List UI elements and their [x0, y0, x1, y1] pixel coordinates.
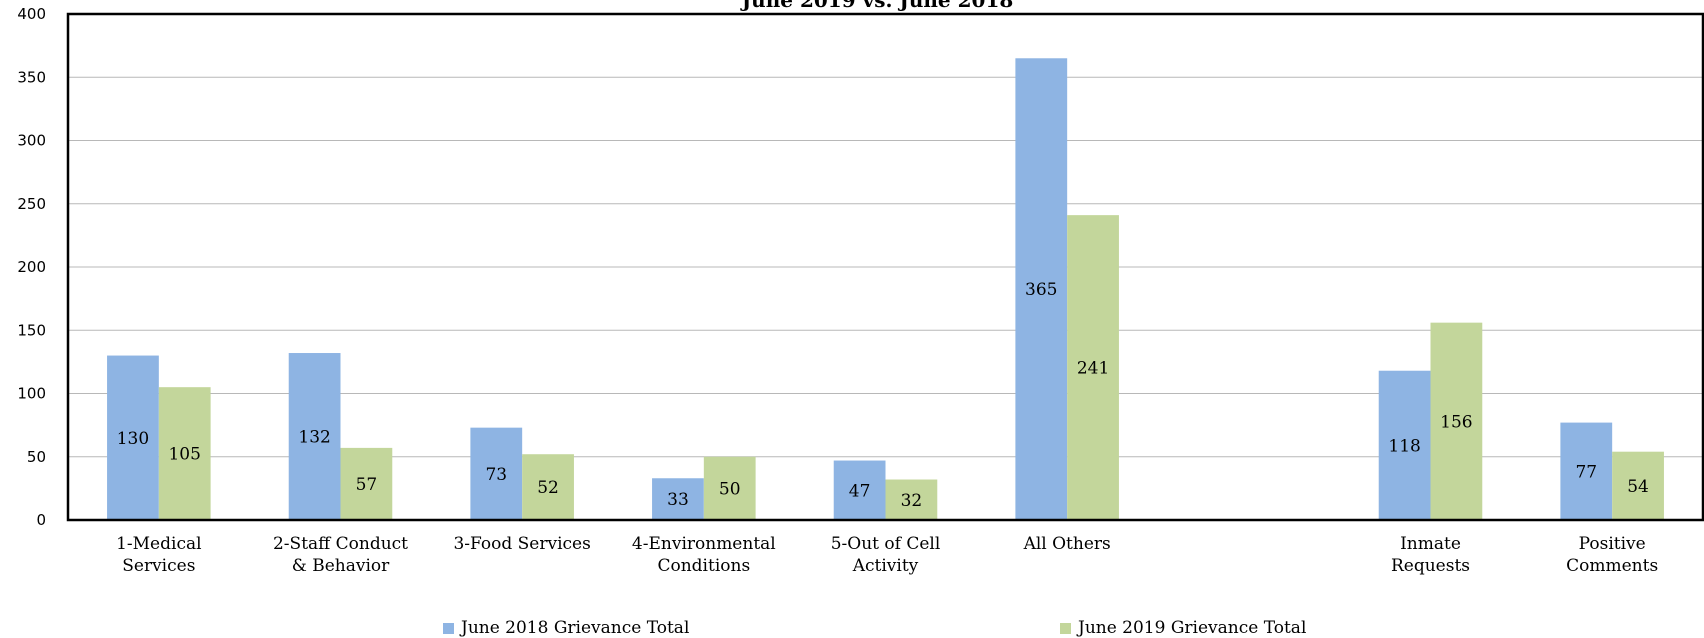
bar-2019	[885, 479, 938, 520]
x-category-label: 4-Environmental Conditions	[632, 534, 776, 576]
data-label: 132	[298, 428, 330, 448]
bar-2018	[1560, 422, 1613, 520]
y-axis-tick-labels: 0 50 100 150 200 250 300 350 400	[17, 5, 46, 529]
bar-2018	[470, 427, 523, 520]
data-label: 105	[168, 445, 200, 465]
y-tick-label: 350	[17, 68, 46, 86]
x-category-label: All Others	[1023, 534, 1111, 554]
data-label: 52	[537, 478, 559, 498]
bar-2018	[107, 355, 159, 520]
data-label: 54	[1627, 477, 1649, 497]
x-category-label: 2-Staff Conduct & Behavior	[273, 534, 408, 576]
plot-frame	[66, 12, 1704, 522]
data-label: 57	[356, 475, 378, 495]
data-label: 118	[1388, 436, 1420, 456]
x-axis-category-labels: 1-Medical Services 2-Staff Conduct & Behavi…	[116, 534, 1658, 576]
y-tick-label: 50	[27, 448, 46, 466]
data-label: 241	[1077, 359, 1109, 379]
data-label: 73	[485, 465, 507, 485]
bar-2019	[703, 456, 756, 520]
data-label: 365	[1025, 280, 1057, 300]
bar-2019	[1067, 215, 1119, 520]
legend-label-2018: June 2018 Grievance Total	[461, 618, 690, 638]
y-tick-label: 100	[17, 385, 46, 403]
legend-item-2019: June 2019 Grievance Total	[1060, 618, 1306, 638]
x-category-label: Inmate Requests	[1391, 534, 1470, 576]
data-label: 130	[117, 429, 149, 449]
bar-2018	[652, 478, 704, 520]
legend-swatch-2018	[443, 622, 454, 634]
data-label: 156	[1440, 412, 1472, 432]
legend: June 2018 Grievance Total June 2019 Grie…	[0, 618, 1704, 638]
x-category-label: 1-Medical Services	[116, 534, 201, 576]
data-labels: 130 132 73 33 47 365 118 77 105 57 52 50 32 241 156 54	[117, 280, 1649, 511]
y-tick-label: 400	[17, 5, 46, 23]
bar-2019	[158, 387, 211, 520]
x-category-label: Positive Comments	[1566, 534, 1658, 576]
y-tick-label: 300	[17, 132, 46, 150]
bar-2018	[833, 460, 886, 520]
data-label: 47	[849, 481, 871, 501]
legend-item-2018: June 2018 Grievance Total	[443, 618, 689, 638]
y-tick-label: 250	[17, 195, 46, 213]
data-label: 33	[667, 490, 689, 510]
x-category-label: 3-Food Services	[453, 534, 590, 554]
data-label: 32	[901, 491, 923, 511]
bar-2019	[522, 454, 574, 520]
bar-2019	[1612, 451, 1664, 520]
data-label: 50	[719, 479, 741, 499]
bar-2018	[1015, 58, 1068, 521]
chart-title: June 2019 vs. June 2018	[740, 0, 1014, 12]
bar-2019	[340, 447, 393, 520]
data-label: 77	[1575, 462, 1597, 482]
legend-swatch-2019	[1060, 622, 1071, 634]
y-tick-label: 200	[17, 258, 46, 276]
bar-2018	[288, 353, 341, 520]
bar-2019	[1430, 322, 1483, 520]
legend-label-2019: June 2019 Grievance Total	[1078, 618, 1307, 638]
y-tick-label: 150	[17, 321, 46, 339]
bar-2018	[1378, 370, 1431, 520]
bars	[107, 58, 1664, 521]
x-category-label: 5-Out of Cell Activity	[831, 534, 941, 576]
y-tick-label: 0	[36, 511, 46, 529]
